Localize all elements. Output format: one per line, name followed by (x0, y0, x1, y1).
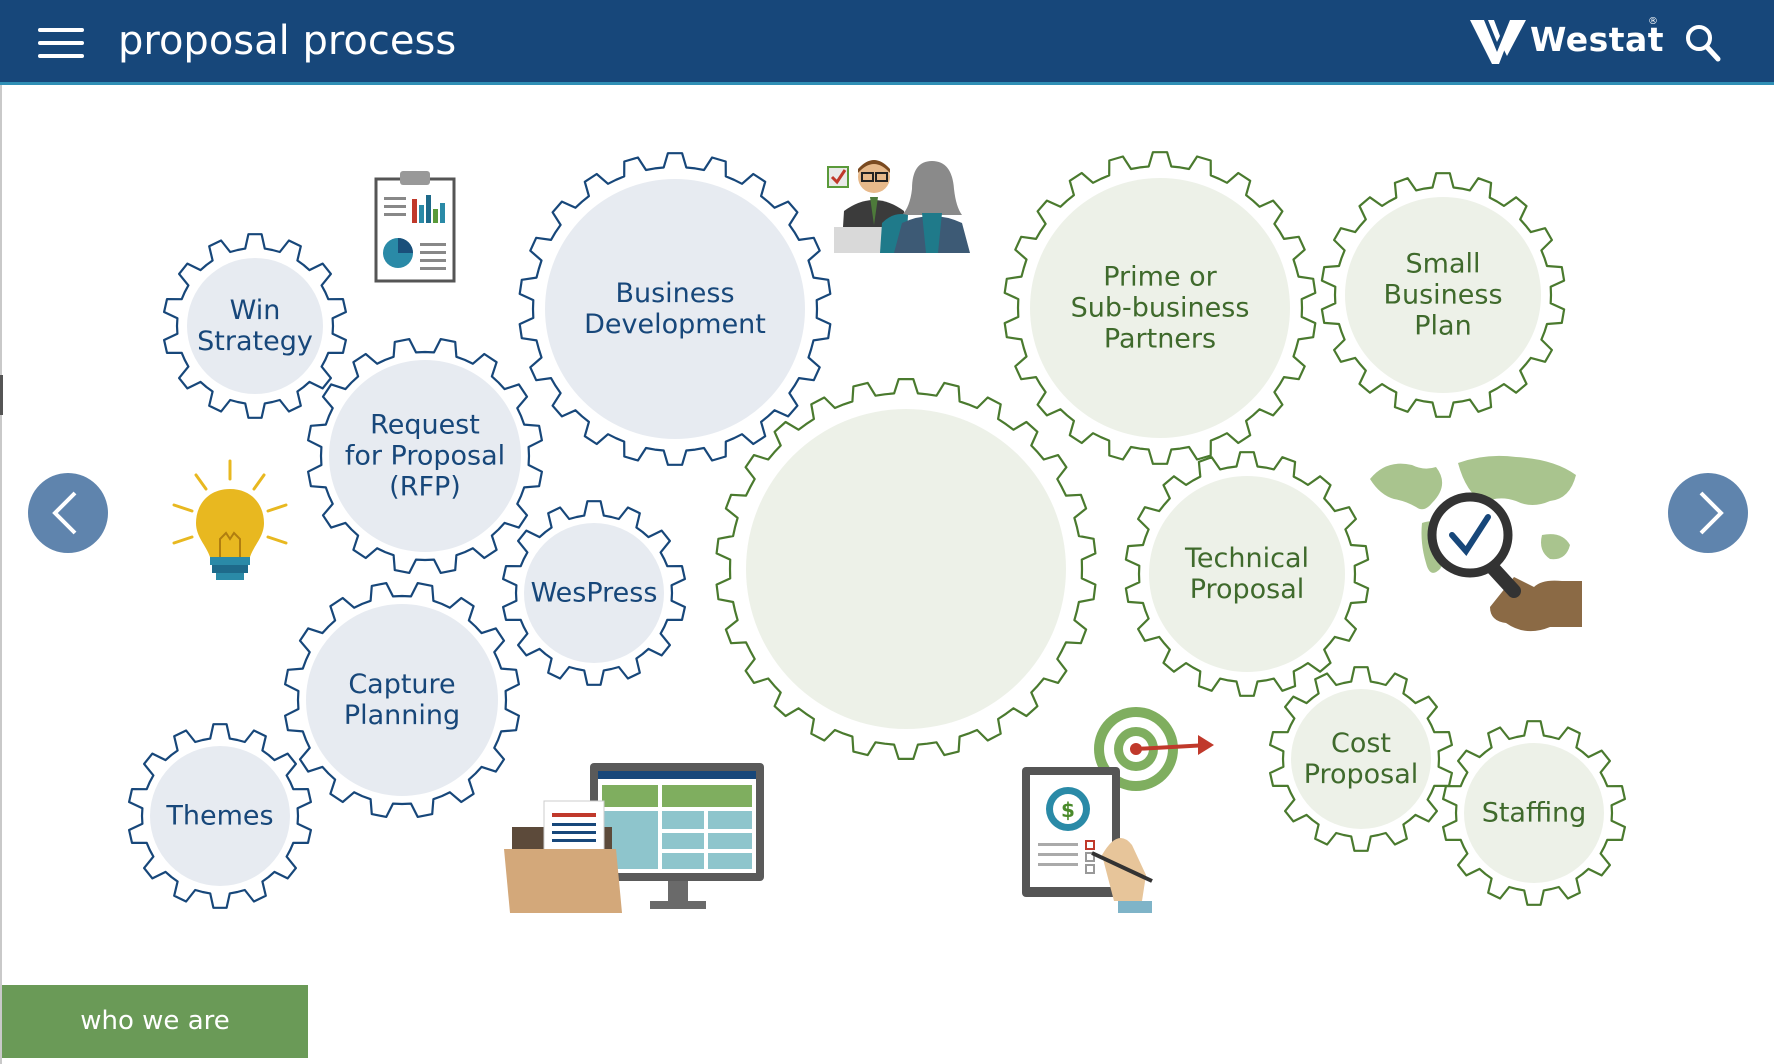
gear-hub (1030, 178, 1290, 438)
hamburger-menu-icon[interactable] (38, 28, 84, 58)
gear-label-line: Strategy (197, 326, 313, 357)
gear-label-line: for Proposal (344, 440, 506, 472)
meeting-people-icon (827, 160, 970, 253)
gear-hub (746, 409, 1066, 729)
gear-label-line: Sub-business (1070, 292, 1250, 324)
gear-small-business-plan[interactable]: Small Business Plan (1383, 249, 1502, 342)
gear-label-line: (RFP) (389, 471, 461, 503)
gear-label-line: Small (1405, 248, 1481, 280)
gear-outline-wespress (502, 500, 686, 686)
gear-layer (128, 151, 1626, 909)
gear-outline-themes (128, 723, 312, 909)
chevron-right-icon (1699, 491, 1724, 535)
gear-capture-planning[interactable]: Capture Planning (344, 669, 460, 731)
gear-outline-capture-planning (284, 582, 520, 818)
gear-label-line: Plan (1414, 310, 1472, 342)
lightbulb-idea-icon (172, 459, 288, 580)
gear-label-line: Capture (348, 669, 456, 700)
gear-hub (1291, 689, 1431, 829)
brand-name: Westat (1530, 20, 1665, 59)
gear-cost-proposal[interactable]: Cost Proposal (1304, 728, 1419, 790)
gear-label-line: Win (229, 295, 281, 326)
page-title: proposal process (118, 18, 457, 64)
budget-target-icon: $ (1022, 707, 1214, 913)
gear-label-line: Themes (166, 800, 274, 832)
gear-outline-prime-partners (1003, 151, 1317, 465)
gear-hub (1464, 743, 1604, 883)
gear-win-strategy[interactable]: Win Strategy (197, 295, 313, 357)
clipboard-report-icon (374, 171, 456, 283)
gear-outline-cost-proposal (1269, 666, 1453, 852)
page-left-border (0, 0, 2, 1064)
svg-text:$: $ (1061, 798, 1075, 822)
gear-label-line: Development (584, 309, 766, 340)
gear-label-line: Proposal (1303, 759, 1419, 790)
gear-outline-staffing (1442, 720, 1626, 906)
process-diagram: $ Win Strategy Request for Proposal (RFP… (0, 85, 1774, 1064)
gear-hub (306, 604, 498, 796)
gear-prime-or-sub-business-partners[interactable]: Prime or Sub-business Partners (1071, 262, 1250, 355)
gear-request-for-proposal[interactable]: Request for Proposal (RFP) (345, 410, 505, 503)
gear-themes[interactable]: Themes (166, 801, 273, 832)
gear-technical-proposal[interactable]: Technical Proposal (1185, 543, 1309, 605)
carousel-prev-button[interactable] (28, 473, 108, 553)
page-edge-tab (0, 375, 3, 415)
gear-hub (1149, 476, 1345, 672)
gear-outline-technical-proposal (1124, 451, 1370, 697)
who-we-are-button[interactable]: who we are (2, 985, 308, 1058)
westat-v-logo-icon (1470, 20, 1526, 64)
gear-staffing[interactable]: Staffing (1482, 798, 1587, 829)
gear-hub (545, 179, 805, 439)
gear-label-line: Proposal (1189, 574, 1305, 605)
gear-label-line: Partners (1103, 323, 1217, 355)
gear-label-line: WesPress (530, 577, 658, 609)
gear-outline-win-strategy (163, 233, 347, 419)
gear-label-line: Business (1383, 279, 1503, 311)
gear-outline-rfp (307, 338, 543, 574)
gear-hub (1345, 197, 1541, 393)
gear-label-line: Prime or (1103, 261, 1217, 293)
gear-label-line: Planning (343, 700, 461, 731)
gear-outline-business-development (518, 152, 832, 466)
gear-hub (524, 523, 664, 663)
gear-business-development[interactable]: Business Development (584, 278, 766, 340)
search-icon[interactable] (1685, 24, 1721, 62)
gear-outline-small-business-plan (1320, 172, 1566, 418)
top-header: proposal process Westat ® (0, 0, 1774, 85)
gear-hub (150, 746, 290, 886)
carousel-next-button[interactable] (1668, 473, 1748, 553)
gear-hub (329, 360, 521, 552)
gear-wespress[interactable]: WesPress (531, 578, 658, 609)
gear-label-line: Cost (1330, 728, 1392, 759)
computer-files-icon (504, 763, 764, 913)
gear-hub (187, 258, 323, 394)
world-map-search-icon (1370, 455, 1582, 632)
chevron-left-icon (52, 491, 77, 535)
gear-outline-center (715, 378, 1097, 760)
trademark-mark: ® (1648, 16, 1658, 27)
gear-label-line: Request (370, 409, 480, 441)
gear-label-line: Staffing (1481, 797, 1587, 829)
gear-label-line: Technical (1185, 543, 1309, 574)
gear-label-line: Business (615, 278, 735, 309)
